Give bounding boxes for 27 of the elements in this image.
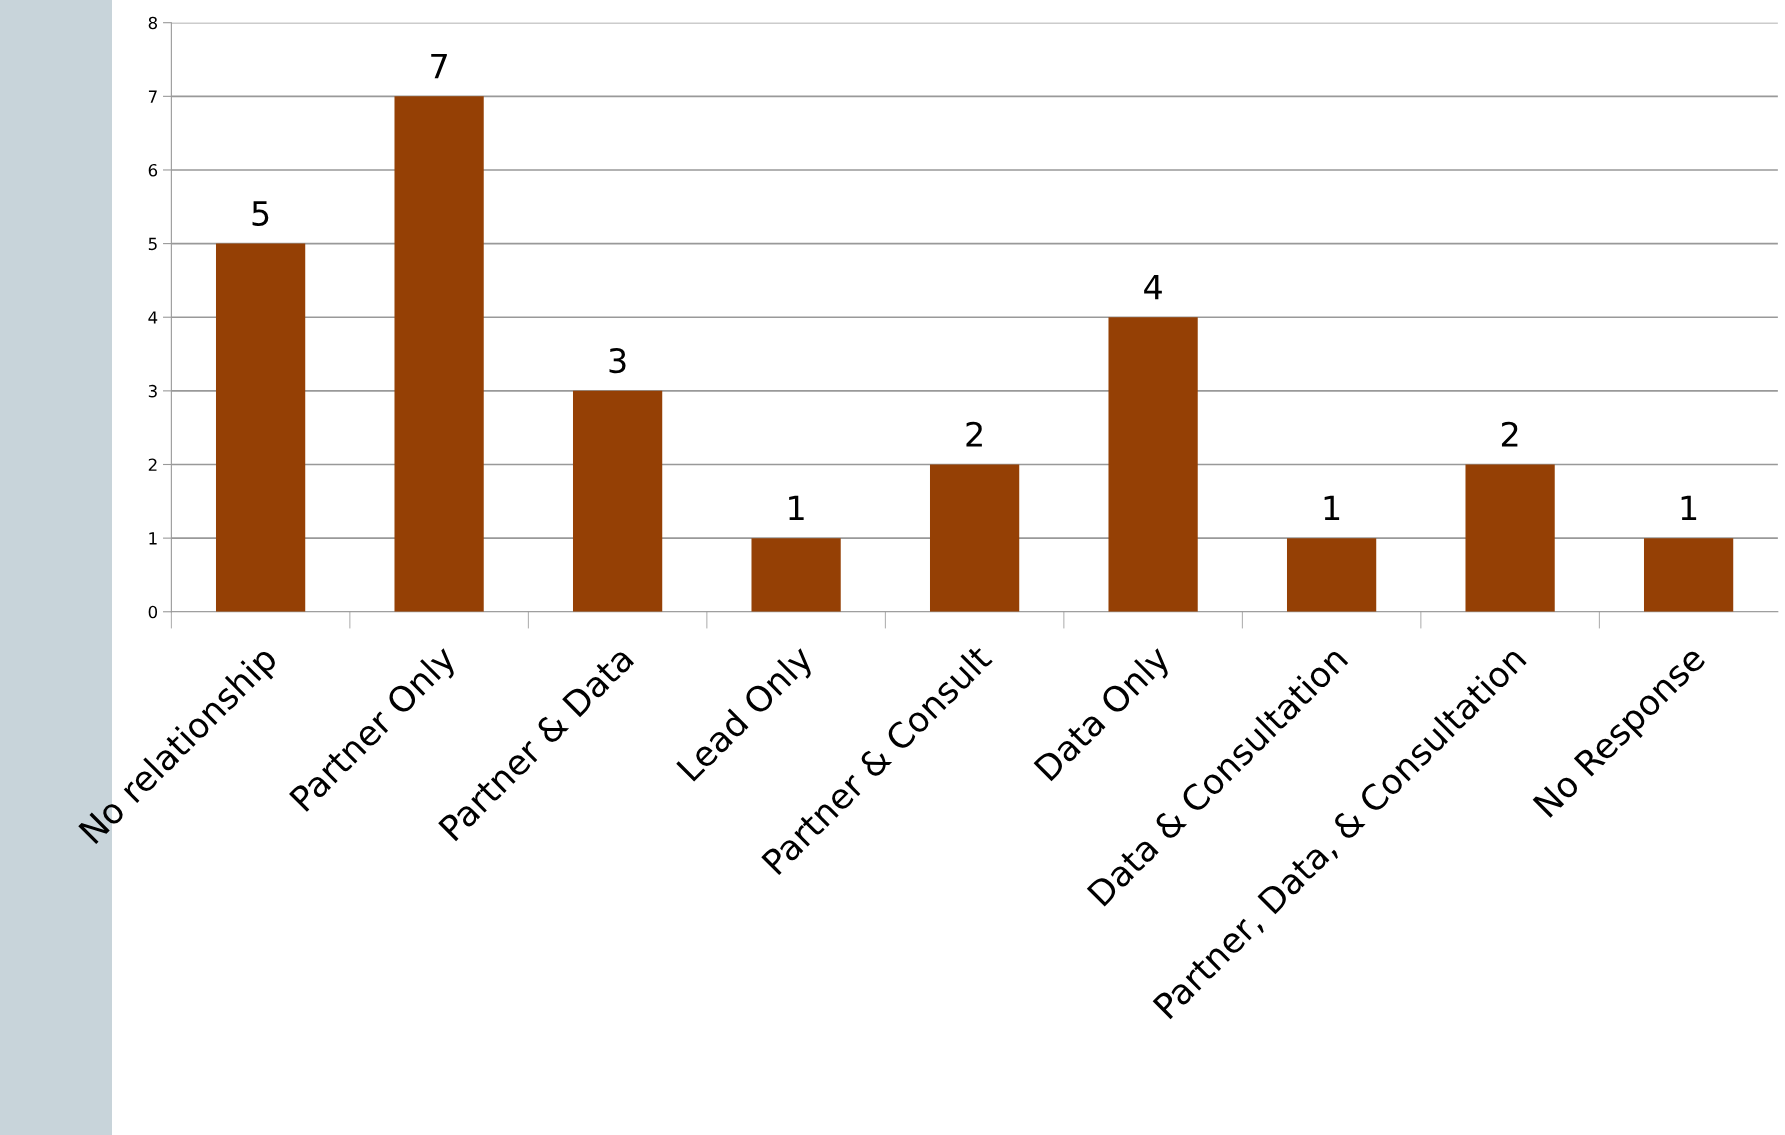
y-tick-label: 1: [149, 532, 157, 545]
data-label: 7: [431, 53, 447, 79]
data-label: 3: [609, 348, 626, 374]
bar: [394, 96, 484, 612]
bar: [1286, 538, 1377, 612]
y-tick-label: 6: [148, 163, 158, 177]
y-tick-label: 3: [148, 384, 157, 398]
data-label: 2: [1501, 421, 1518, 447]
y-tick-label: 2: [148, 458, 157, 471]
data-label: 1: [1324, 495, 1340, 521]
bar: [929, 464, 1020, 612]
y-tick-label: 5: [148, 237, 157, 251]
bar: [572, 390, 663, 612]
y-tick-label: 7: [148, 90, 157, 103]
y-tick-label: 0: [148, 605, 158, 619]
data-label: 4: [1144, 274, 1162, 300]
y-tick-label: 4: [148, 311, 158, 324]
bar: [751, 538, 841, 612]
y-tick-label: 8: [148, 16, 158, 30]
bar: [1643, 538, 1734, 612]
data-label: 1: [1681, 495, 1697, 521]
data-label: 2: [966, 421, 982, 447]
bar: [1108, 317, 1198, 612]
data-label: 5: [252, 201, 269, 227]
bar: [215, 243, 306, 612]
data-label: 1: [789, 495, 804, 521]
bar: [1465, 464, 1555, 612]
